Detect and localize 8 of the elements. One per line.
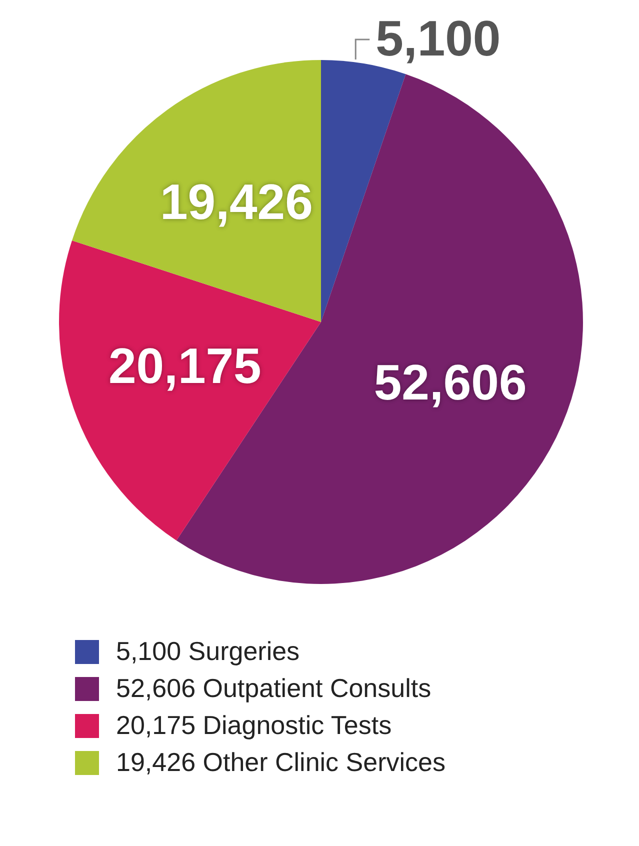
legend-label: 52,606 Outpatient Consults [116, 673, 432, 704]
data-label: 5,100 [376, 10, 501, 66]
legend-label: 5,100 Surgeries [116, 636, 300, 666]
legend-label: 20,175 Diagnostic Tests [116, 710, 392, 740]
data-label: 20,175 [108, 338, 262, 394]
data-label: 52,606 [374, 354, 527, 410]
legend-label: 19,426 Other Clinic Services [116, 747, 446, 778]
data-label: 19,426 [160, 174, 313, 230]
